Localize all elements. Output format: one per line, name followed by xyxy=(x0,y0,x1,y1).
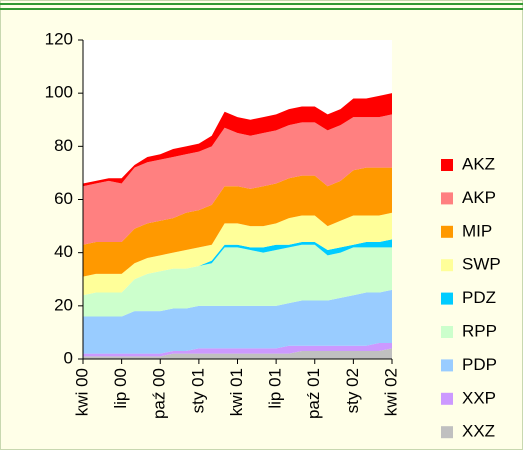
legend-swatch xyxy=(441,225,453,238)
y-tick-label: 60 xyxy=(54,189,73,208)
area xyxy=(83,167,392,277)
x-tick-label: kwi 00 xyxy=(72,368,91,416)
area xyxy=(83,343,392,357)
legend-swatch xyxy=(441,326,453,338)
legend-label: XXZ xyxy=(462,422,495,441)
y-tick-label: 20 xyxy=(54,295,73,314)
y-tick-label: 80 xyxy=(54,136,73,155)
legend-label: PDP xyxy=(462,355,497,374)
legend-label: PDZ xyxy=(462,288,496,307)
legend-label: AKP xyxy=(462,188,496,207)
x-tick-label: paź 00 xyxy=(150,368,169,419)
legend-label: SWP xyxy=(462,255,501,274)
x-tick-label: kwi 01 xyxy=(227,368,246,416)
legend-label: AKZ xyxy=(462,154,495,173)
x-tick-label: kwi 02 xyxy=(381,368,400,416)
area xyxy=(83,93,392,187)
x-tick-label: lip 00 xyxy=(111,368,130,409)
legend-label: XXP xyxy=(462,388,496,407)
y-tick-label: 40 xyxy=(54,242,73,261)
x-tick-label: sty 01 xyxy=(188,368,207,413)
legend-swatch xyxy=(441,192,453,205)
area xyxy=(83,212,392,296)
legend-swatch xyxy=(441,292,453,305)
y-tick-label: 100 xyxy=(45,83,73,102)
legend-swatch xyxy=(441,159,453,171)
legend-swatch xyxy=(441,359,453,372)
y-tick-label: 120 xyxy=(45,29,73,48)
y-tick-label: 0 xyxy=(64,348,73,367)
legend-label: RPP xyxy=(462,321,497,340)
area xyxy=(83,244,392,317)
legend-swatch xyxy=(441,426,453,439)
legend-label: MIP xyxy=(462,221,492,240)
legend-swatch xyxy=(441,392,453,405)
area xyxy=(83,239,392,296)
area xyxy=(83,289,392,354)
x-tick-label: paź 01 xyxy=(304,368,323,419)
area xyxy=(83,114,392,245)
legend-swatch xyxy=(441,259,453,272)
x-tick-label: sty 02 xyxy=(343,368,362,413)
x-tick-label: lip 01 xyxy=(266,368,285,409)
